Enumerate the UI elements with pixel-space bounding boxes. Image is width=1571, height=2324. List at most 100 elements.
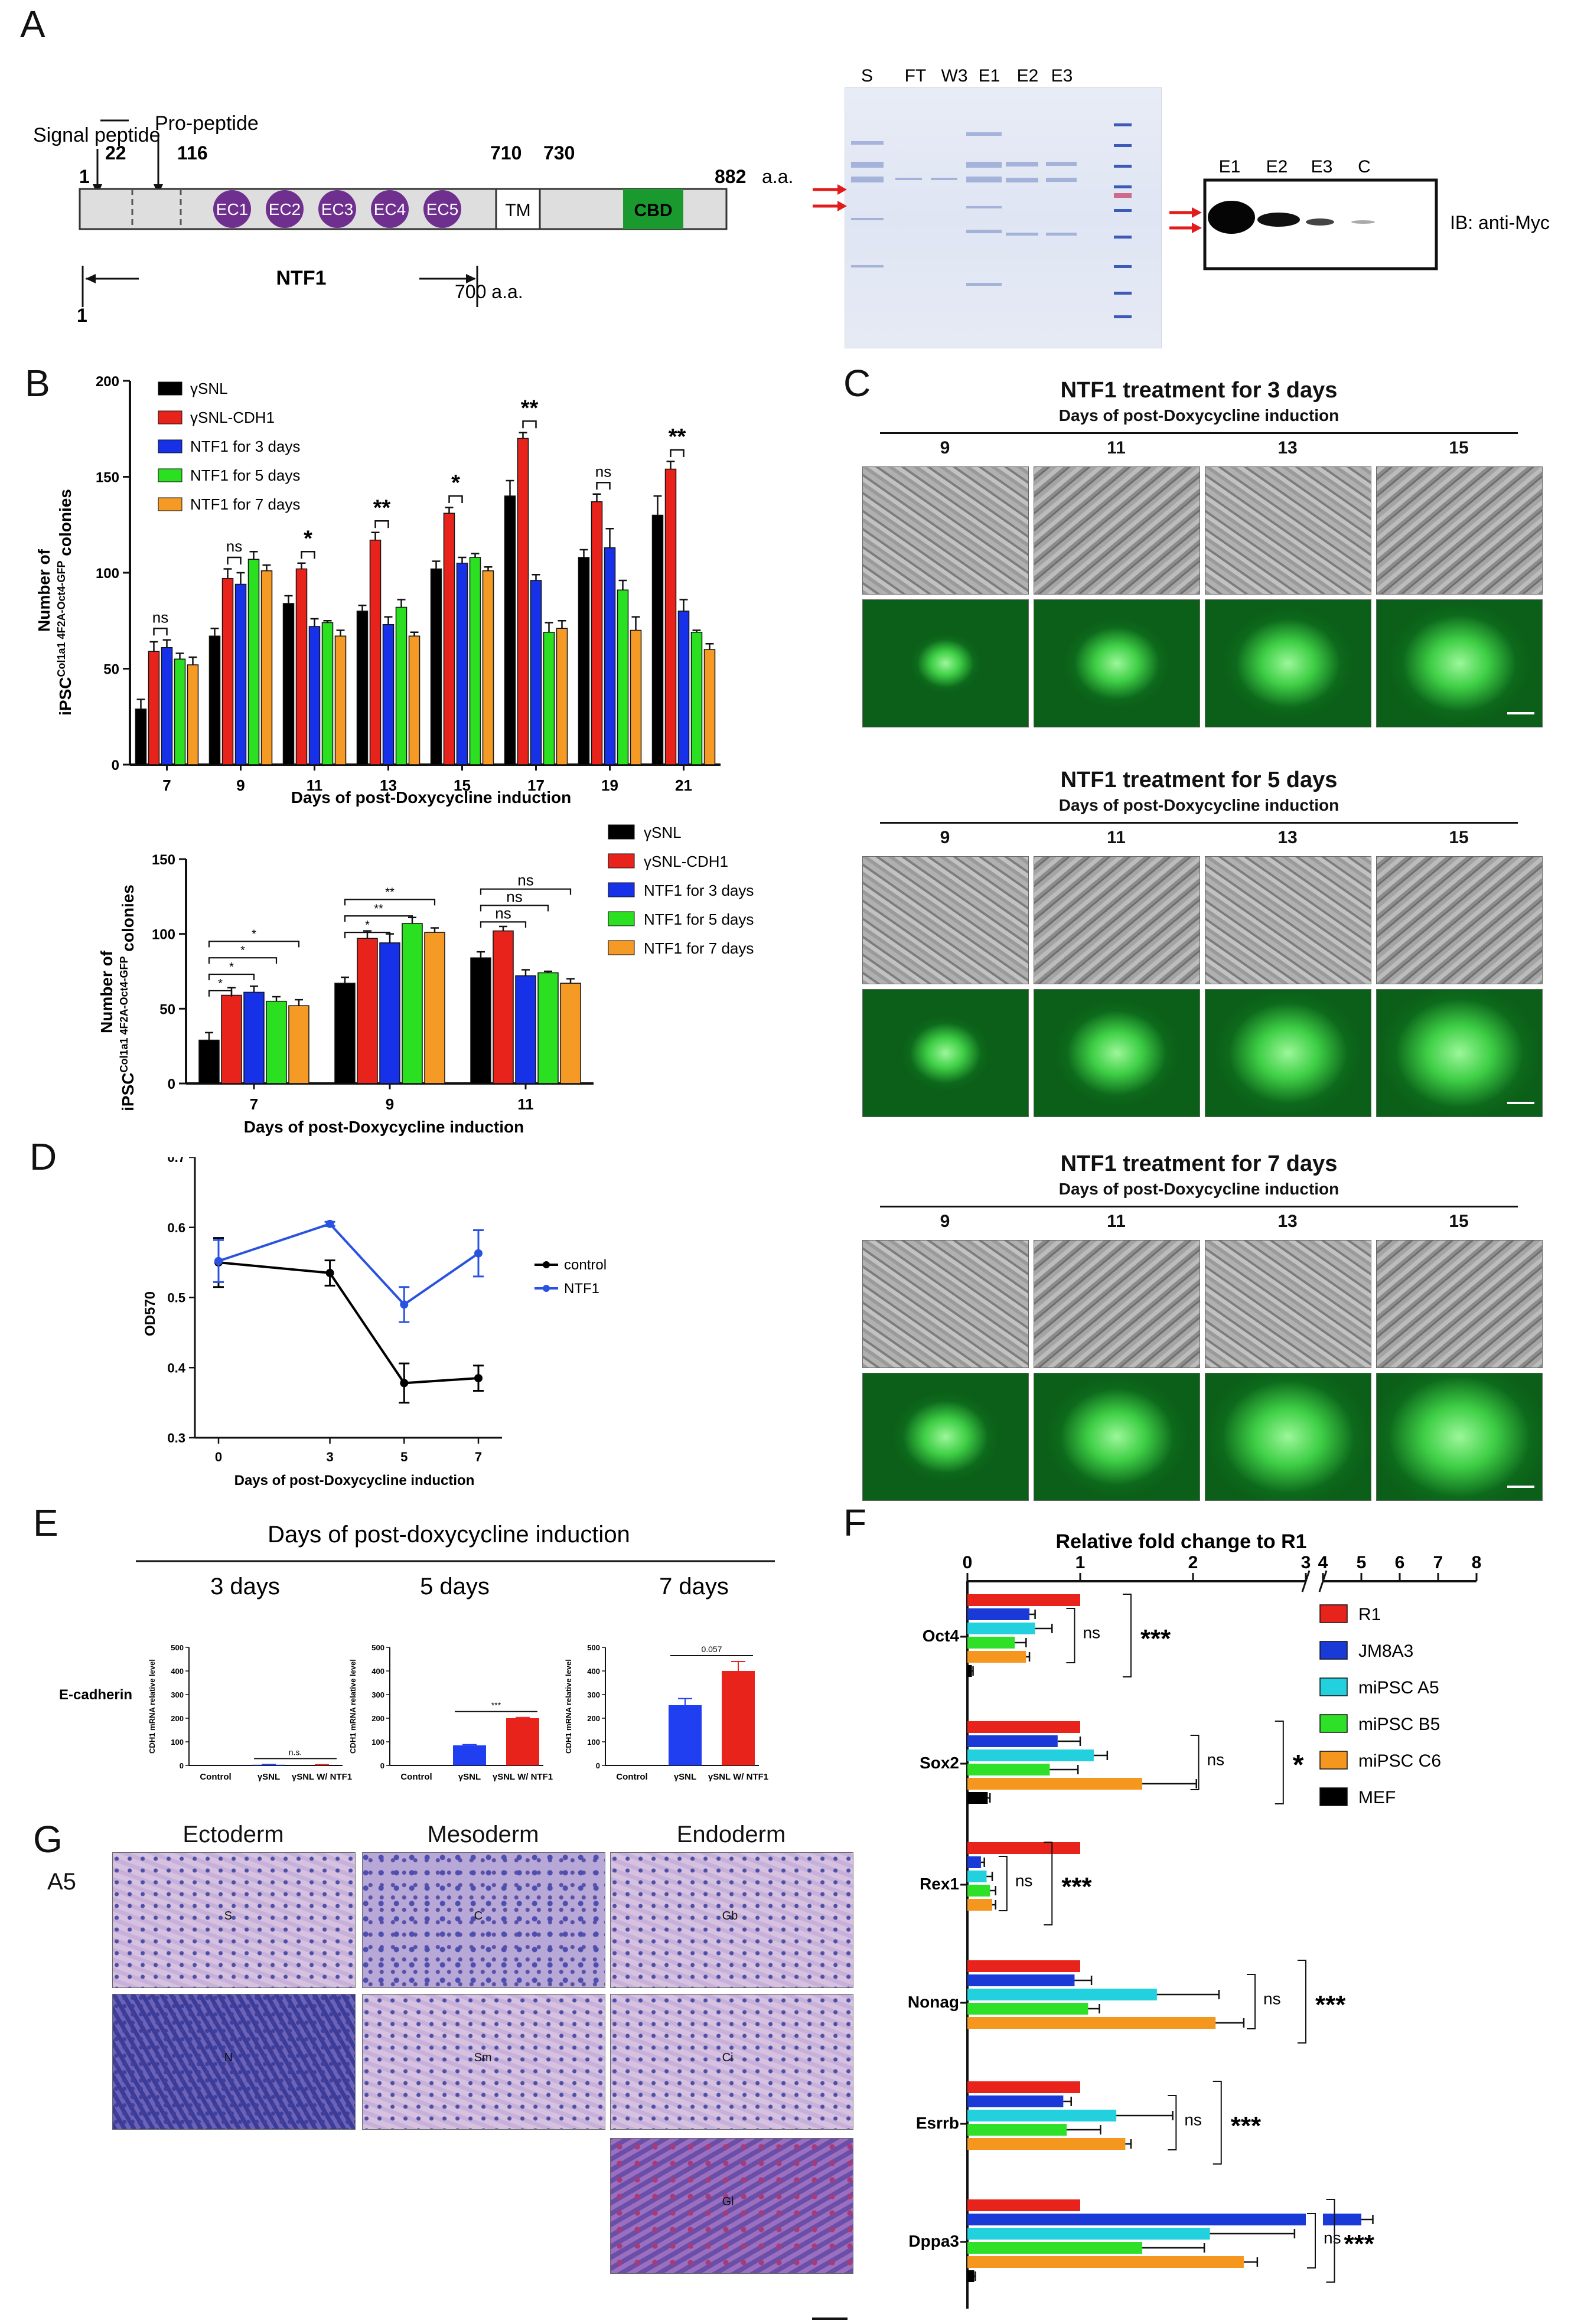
- f-sig-label: ***: [1315, 1990, 1346, 2019]
- c-block-title: NTF1 treatment for 3 days: [1060, 378, 1338, 403]
- gfp-fluorescence-image: [862, 989, 1029, 1117]
- e-sig-label: 0.057: [701, 1644, 722, 1654]
- tissue-label: Ci: [722, 2051, 734, 2064]
- b1-ytick-label: 200: [96, 374, 119, 390]
- b1-bar: [334, 635, 347, 765]
- b2-sig-label: **: [374, 902, 383, 915]
- b1-ylabel-2: iPSCCol1a1 4F2A-Oct4-GFP colonies: [56, 489, 74, 716]
- gel-lane-labels: S FT W3 E1 E2 E3: [861, 66, 1073, 86]
- f-sig-ns: ns: [1324, 2228, 1341, 2247]
- e-ytick-label: 300: [587, 1690, 600, 1699]
- b2-xlabel: Days of post-Doxycycline induction: [244, 1118, 524, 1136]
- f-bar: [967, 2081, 1080, 2093]
- b2-legend-swatch: [608, 911, 635, 926]
- coomassie-gel: [845, 87, 1162, 348]
- tissue-label: Gl: [722, 2195, 734, 2208]
- f-gene-label: Nonag: [908, 1993, 959, 2011]
- f-sig-bracket-ns: [1066, 1608, 1075, 1663]
- b1-bar: [161, 647, 173, 765]
- f-legend-swatch: [1319, 1604, 1348, 1623]
- ec3-domain: [318, 190, 356, 228]
- f-legend-label: miPSC C6: [1358, 1751, 1441, 1771]
- b1-bar: [703, 649, 716, 765]
- b1-bar: [408, 635, 421, 765]
- chart-f-fold-change: Relative fold change to R1 0 1 2 3 4 5 6 7 8 Oct4…: [908, 1530, 1481, 2309]
- tissue-label: Gb: [722, 1909, 738, 1922]
- b2-sig-bracket: [480, 888, 572, 895]
- f-bar: [967, 2138, 1126, 2150]
- f-bar: [967, 2095, 1064, 2107]
- svg-text:EC3: EC3: [321, 200, 353, 218]
- pos-116: 116: [177, 142, 208, 164]
- f-bar: [1323, 2214, 1361, 2225]
- gfp-fluorescence-image: [1034, 599, 1200, 727]
- panel-e-cdh1: Days of post-doxycycline induction 3 day…: [59, 1522, 775, 1782]
- e-ytick-label: 0: [180, 1761, 184, 1770]
- brightfield-image: [1205, 466, 1371, 595]
- d-point: [400, 1379, 409, 1388]
- d-series-line: [218, 1261, 479, 1385]
- b2-sig-bracket: [344, 932, 391, 939]
- b1-bar: [591, 501, 603, 765]
- panel-label-g: G: [33, 1818, 63, 1860]
- f-bar: [967, 1651, 1026, 1663]
- f-sig-bracket: [1275, 1721, 1284, 1804]
- b2-bar: [334, 983, 356, 1084]
- histology-image: Gb: [610, 1852, 853, 1988]
- histology-image: Ci: [610, 1994, 853, 2130]
- b1-ytick-label: 0: [112, 758, 119, 773]
- c-day-label: 11: [1107, 1212, 1126, 1231]
- e-ytick-label: 200: [371, 1714, 384, 1723]
- gel-arrows: [813, 184, 847, 211]
- e-ytick-label: 500: [371, 1643, 384, 1652]
- pro-peptide-label: Pro-peptide: [155, 112, 259, 135]
- c-divider: [880, 1206, 1518, 1207]
- b2-category-label: 9: [386, 1095, 394, 1113]
- gfp-fluorescence-image: [1205, 1373, 1371, 1501]
- d-point: [400, 1300, 409, 1309]
- b1-bar: [556, 628, 568, 765]
- e-ytick-label: 400: [371, 1667, 384, 1676]
- gfp-fluorescence-image: [1205, 599, 1371, 727]
- b1-sig-bracket: [301, 551, 315, 559]
- gfp-fluorescence-image: [1376, 599, 1543, 727]
- b2-sig-label: ns: [495, 904, 511, 922]
- b2-category-label: 7: [250, 1095, 258, 1113]
- b1-bar: [456, 563, 468, 765]
- b2-legend-swatch: [608, 824, 635, 840]
- b1-bar: [630, 629, 642, 765]
- b2-ytick-label: 50: [159, 1001, 175, 1017]
- b1-sig-bracket: [374, 520, 389, 528]
- gfp-fluorescence-image: [1376, 989, 1543, 1117]
- panel-label-f: F: [843, 1502, 867, 1544]
- f-sig-label: ***: [1344, 2230, 1375, 2258]
- b2-sig-bracket: [480, 905, 549, 912]
- pos-1: 1: [79, 166, 90, 187]
- pos-710: 710: [490, 142, 522, 164]
- b1-bar: [356, 611, 369, 765]
- f-sig-bracket-ns: [1168, 2095, 1177, 2150]
- d-ytick-label: 0.3: [167, 1431, 185, 1445]
- svg-text:E3: E3: [1311, 157, 1333, 177]
- f-sig-label: ***: [1231, 2111, 1262, 2140]
- f-sig-bracket: [1298, 1960, 1306, 2044]
- f-sig-bracket: [1213, 2081, 1222, 2165]
- d-ylabel: OD570: [142, 1291, 158, 1336]
- panel-label-e: E: [33, 1502, 58, 1544]
- lane-e1: E1: [979, 66, 1000, 86]
- b1-sig-label: **: [669, 425, 686, 449]
- ntf1-label: NTF1: [276, 267, 327, 289]
- b1-category-label: 21: [675, 776, 692, 794]
- b2-sig-label: *: [240, 944, 245, 957]
- b1-sig-bracket: [227, 556, 242, 564]
- f-xtick-label: 1: [1075, 1553, 1086, 1572]
- svg-text:EC2: EC2: [269, 200, 301, 218]
- f-sig-bracket: [1122, 1594, 1132, 1677]
- b2-sig-label: ns: [506, 888, 522, 906]
- e-ytick-label: 400: [171, 1667, 184, 1676]
- b2-bar: [198, 1039, 220, 1084]
- f-bar: [967, 1735, 1058, 1747]
- d-point: [325, 1268, 334, 1277]
- c-divider: [880, 432, 1518, 434]
- f-bar: [967, 2003, 1088, 2015]
